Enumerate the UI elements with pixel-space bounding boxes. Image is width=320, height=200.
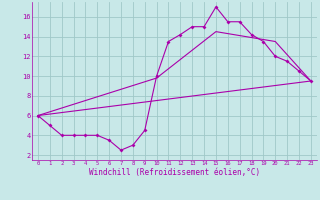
X-axis label: Windchill (Refroidissement éolien,°C): Windchill (Refroidissement éolien,°C): [89, 168, 260, 177]
